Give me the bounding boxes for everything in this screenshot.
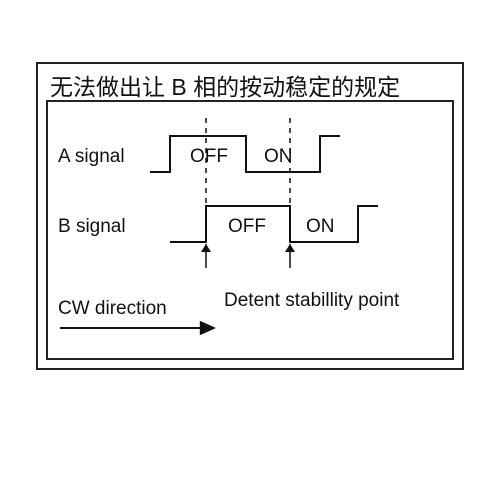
diagram-svg <box>0 0 500 500</box>
waveform-b <box>170 206 378 242</box>
waveform-a <box>150 136 340 172</box>
cw-arrow-head <box>200 321 216 335</box>
detent-arrow-head-2 <box>285 244 295 252</box>
detent-arrow-head-1 <box>201 244 211 252</box>
